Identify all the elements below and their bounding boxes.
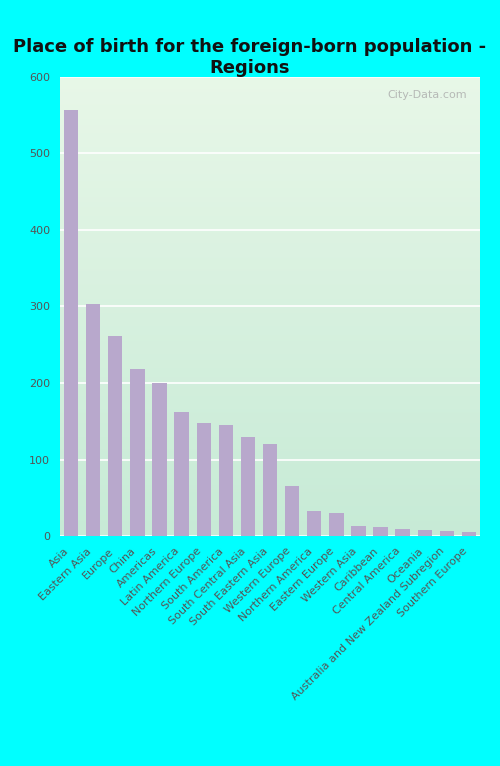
Bar bbox=[374, 527, 388, 536]
Bar bbox=[218, 425, 233, 536]
Bar bbox=[462, 532, 476, 536]
Bar bbox=[152, 383, 166, 536]
Text: City-Data.com: City-Data.com bbox=[388, 90, 468, 100]
Bar bbox=[130, 369, 144, 536]
Bar bbox=[196, 423, 211, 536]
Bar bbox=[285, 486, 300, 536]
Bar bbox=[307, 511, 322, 536]
Bar bbox=[329, 513, 344, 536]
Bar bbox=[396, 529, 410, 536]
Bar bbox=[351, 526, 366, 536]
Bar bbox=[86, 304, 101, 536]
Bar bbox=[418, 530, 432, 536]
Bar bbox=[263, 444, 277, 536]
Bar bbox=[64, 110, 78, 536]
Bar bbox=[174, 412, 189, 536]
Bar bbox=[108, 336, 122, 536]
Bar bbox=[240, 437, 255, 536]
Bar bbox=[440, 531, 454, 536]
Text: Place of birth for the foreign-born population -
Regions: Place of birth for the foreign-born popu… bbox=[14, 38, 486, 77]
